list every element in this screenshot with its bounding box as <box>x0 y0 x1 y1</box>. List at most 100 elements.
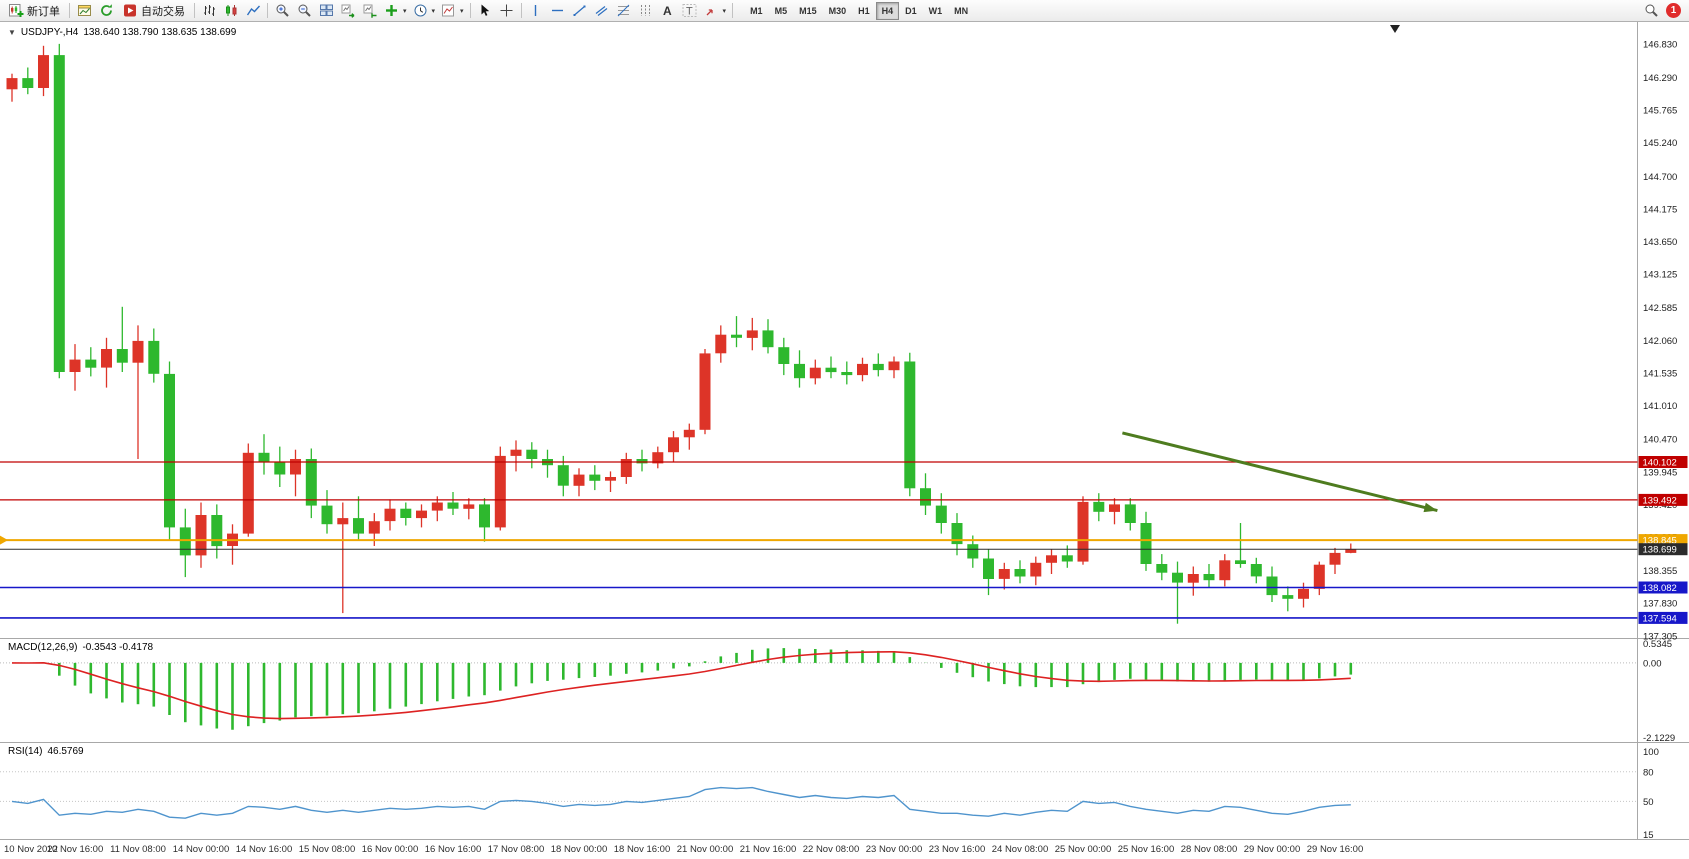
refresh-button[interactable] <box>95 1 117 21</box>
vertical-line-button[interactable] <box>525 1 547 21</box>
svg-text:21 Nov 16:00: 21 Nov 16:00 <box>740 844 797 855</box>
timeframe-m1[interactable]: M1 <box>744 2 769 20</box>
text-button[interactable]: A <box>657 1 679 21</box>
cursor-icon <box>481 4 490 16</box>
chevron-down-icon: ▾ <box>403 7 407 15</box>
search-icon <box>1645 4 1658 17</box>
zoom-out-icon <box>298 4 311 17</box>
zoom-in-icon <box>276 4 289 17</box>
charts-button[interactable] <box>73 1 95 21</box>
clock-icon <box>414 4 427 17</box>
tile-windows-button[interactable] <box>315 1 337 21</box>
zoom-in-button[interactable] <box>271 1 293 21</box>
templates-button[interactable]: ▾ <box>438 1 467 21</box>
auto-trading-button[interactable]: 自动交易 <box>117 1 191 21</box>
channel-button[interactable] <box>591 1 613 21</box>
line-chart-icon <box>246 5 260 16</box>
timeframe-mn[interactable]: MN <box>948 2 974 20</box>
fibonacci-icon <box>617 4 630 17</box>
svg-text:29 Nov 16:00: 29 Nov 16:00 <box>1307 844 1364 855</box>
toolbar-separator <box>520 3 522 18</box>
svg-text:17 Nov 08:00: 17 Nov 08:00 <box>488 844 545 855</box>
chart-shift-marker[interactable] <box>1390 25 1400 33</box>
svg-text:143.125: 143.125 <box>1643 270 1677 281</box>
svg-text:28 Nov 08:00: 28 Nov 08:00 <box>1181 844 1238 855</box>
svg-text:24 Nov 08:00: 24 Nov 08:00 <box>992 844 1049 855</box>
crosshair-button[interactable] <box>496 1 518 21</box>
svg-text:18 Nov 16:00: 18 Nov 16:00 <box>614 844 671 855</box>
svg-text:18 Nov 00:00: 18 Nov 00:00 <box>551 844 608 855</box>
svg-text:14 Nov 16:00: 14 Nov 16:00 <box>236 844 293 855</box>
svg-text:144.700: 144.700 <box>1643 172 1677 183</box>
horizontal-line-button[interactable] <box>547 1 569 21</box>
chart-shift-button[interactable] <box>359 1 381 21</box>
cursor-button[interactable] <box>474 1 496 21</box>
svg-text:141.010: 141.010 <box>1643 401 1677 412</box>
panel-separators <box>0 22 1689 840</box>
timeframe-h1[interactable]: H1 <box>852 2 876 20</box>
arrows-button[interactable]: ▾ <box>701 1 730 21</box>
svg-text:137.594: 137.594 <box>1643 613 1677 624</box>
trend-arrow[interactable] <box>1122 431 1438 513</box>
svg-text:146.290: 146.290 <box>1643 73 1677 84</box>
new-order-label: 新订单 <box>27 5 60 18</box>
bars-icon <box>203 5 215 16</box>
arrow-tool-icon <box>706 9 713 16</box>
chart-canvas[interactable]: 146.830 146.290 145.765 145.240 144.700 144.1… <box>0 22 1689 859</box>
toolbar: 新订单 自动交易 ▾ ▾ ▾ <box>0 0 1689 22</box>
svg-text:100: 100 <box>1643 747 1659 758</box>
ohlc-collapse-icon[interactable]: ▼ <box>8 28 16 37</box>
svg-text:16 Nov 00:00: 16 Nov 00:00 <box>362 844 419 855</box>
rsi-scale: 100 80 50 15 <box>1643 747 1659 841</box>
text-icon: A <box>663 4 672 18</box>
macd-histogram <box>26 648 1353 730</box>
template-chart-icon <box>442 4 455 17</box>
svg-text:139.492: 139.492 <box>1643 495 1677 506</box>
trendline-button[interactable] <box>569 1 591 21</box>
timeframe-h4[interactable]: H4 <box>875 1 900 20</box>
toolbar-separator <box>732 3 734 18</box>
timeframe-w1[interactable]: W1 <box>923 2 949 20</box>
crosshair-icon <box>500 4 513 17</box>
cycle-lines-button[interactable] <box>635 1 657 21</box>
svg-text:22 Nov 08:00: 22 Nov 08:00 <box>803 844 860 855</box>
new-order-button[interactable]: 新订单 <box>3 1 66 21</box>
periods-button[interactable]: ▾ <box>410 1 439 21</box>
text-label-button[interactable]: T <box>679 1 701 21</box>
auto-scroll-button[interactable] <box>337 1 359 21</box>
svg-text:138.355: 138.355 <box>1643 566 1677 577</box>
zoom-out-button[interactable] <box>293 1 315 21</box>
fibonacci-button[interactable] <box>613 1 635 21</box>
horizontal-line-icon <box>552 9 564 12</box>
auto-trading-icon <box>124 4 136 17</box>
timeframe-m15[interactable]: M15 <box>793 2 823 20</box>
chart-area: 146.830 146.290 145.765 145.240 144.700 144.1… <box>0 22 1689 859</box>
bar-chart-button[interactable] <box>198 1 220 21</box>
toolbar-separator <box>194 3 195 18</box>
notification-badge[interactable]: 1 <box>1666 3 1681 18</box>
svg-text:T: T <box>686 6 693 18</box>
candle-chart-button[interactable] <box>220 1 242 21</box>
svg-text:144.175: 144.175 <box>1643 204 1677 215</box>
timeframe-m5[interactable]: M5 <box>769 2 794 20</box>
price-label-138.082: 138.082 <box>1638 581 1688 594</box>
timeframe-m30[interactable]: M30 <box>823 2 853 20</box>
line-chart-button[interactable] <box>242 1 264 21</box>
svg-text:0.00: 0.00 <box>1643 658 1662 669</box>
candles-layer <box>6 43 1357 624</box>
indicators-button[interactable]: ▾ <box>381 1 410 21</box>
indicators-add-icon <box>386 5 397 16</box>
toolbar-separator <box>469 3 471 18</box>
candles-icon <box>225 5 236 16</box>
timeframe-d1[interactable]: D1 <box>899 2 923 20</box>
svg-text:10 Nov 2022: 10 Nov 2022 <box>4 844 58 855</box>
svg-text:138.845: 138.845 <box>1643 536 1677 547</box>
svg-text:25 Nov 16:00: 25 Nov 16:00 <box>1118 844 1175 855</box>
search-button[interactable] <box>1640 1 1662 21</box>
auto-scroll-icon <box>341 4 354 18</box>
svg-text:80: 80 <box>1643 767 1654 778</box>
tile-windows-icon <box>319 4 333 16</box>
svg-text:29 Nov 00:00: 29 Nov 00:00 <box>1244 844 1301 855</box>
svg-text:139.945: 139.945 <box>1643 467 1677 478</box>
